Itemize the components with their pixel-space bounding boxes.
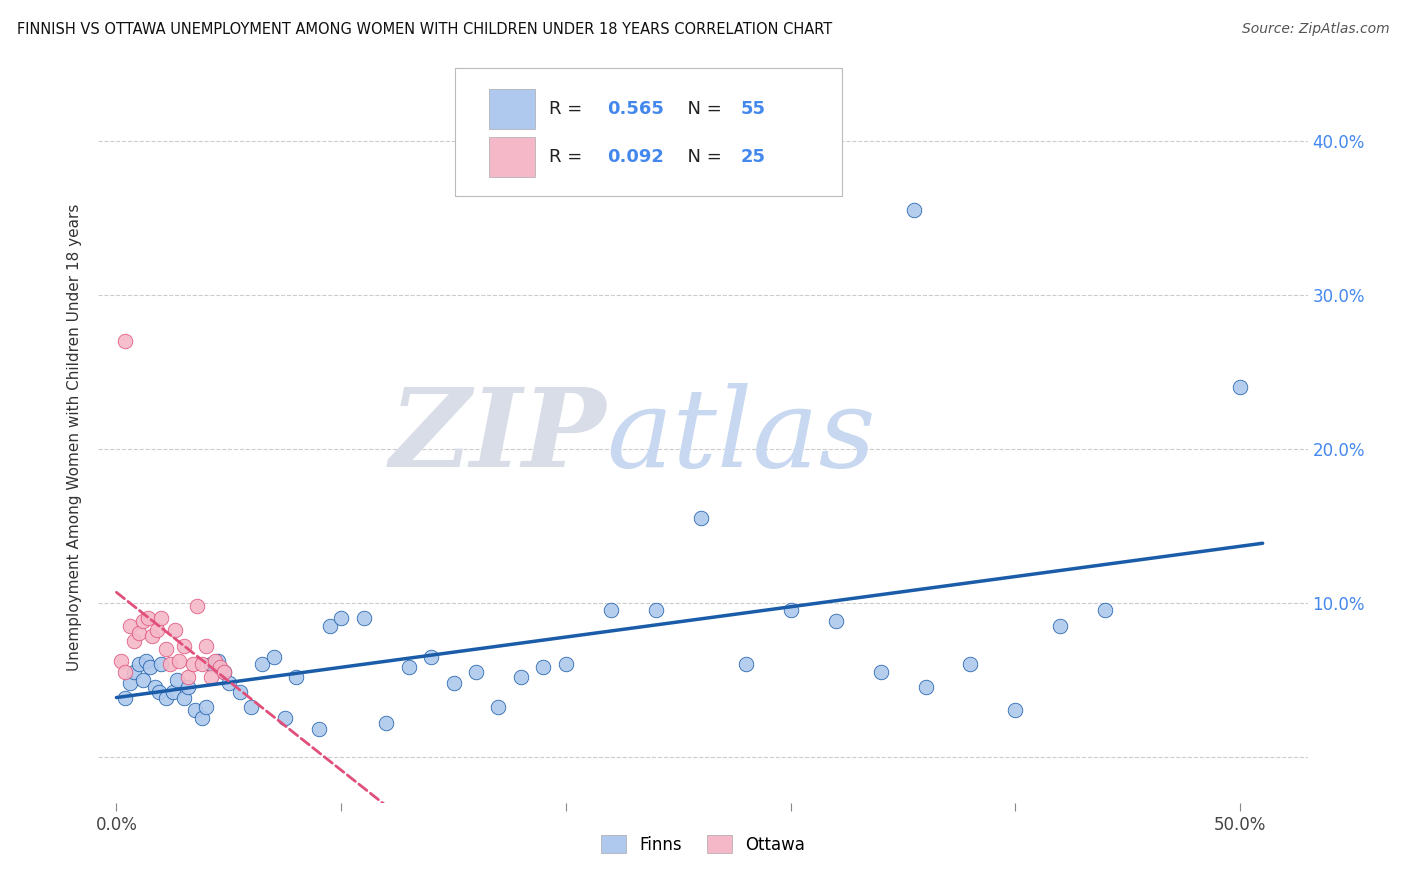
Point — [285, 669, 308, 683]
Point — [218, 675, 240, 690]
Point — [166, 673, 188, 687]
Point — [1094, 603, 1116, 617]
Point — [229, 685, 252, 699]
Point — [443, 675, 465, 690]
Point — [132, 673, 155, 687]
Point — [124, 665, 146, 679]
Bar — [489, 89, 534, 129]
Point — [903, 202, 925, 217]
Y-axis label: Unemployment Among Women with Children Under 18 years: Unemployment Among Women with Children U… — [67, 203, 83, 671]
Text: atlas: atlas — [606, 384, 876, 491]
Legend: Finns, Ottawa: Finns, Ottawa — [595, 829, 811, 860]
Point — [308, 722, 330, 736]
Point — [214, 665, 236, 679]
Point — [173, 639, 195, 653]
Point — [163, 624, 186, 638]
Point — [554, 657, 576, 672]
Text: 25: 25 — [741, 148, 765, 166]
Point — [132, 614, 155, 628]
Point — [1229, 380, 1251, 394]
Point — [195, 639, 218, 653]
Point — [191, 711, 214, 725]
Point — [200, 669, 222, 683]
Point — [200, 657, 222, 672]
Point — [143, 681, 166, 695]
Text: ZIP: ZIP — [389, 384, 606, 491]
Text: N =: N = — [676, 148, 728, 166]
Point — [136, 611, 159, 625]
Text: R =: R = — [550, 100, 589, 118]
Point — [533, 660, 555, 674]
Point — [252, 657, 274, 672]
Point — [110, 654, 132, 668]
Point — [779, 603, 801, 617]
Point — [114, 665, 136, 679]
Point — [118, 675, 141, 690]
Point — [159, 657, 181, 672]
Point — [488, 700, 510, 714]
Text: 55: 55 — [741, 100, 765, 118]
Point — [263, 649, 285, 664]
Point — [139, 660, 162, 674]
FancyBboxPatch shape — [456, 68, 842, 195]
Bar — [489, 136, 534, 177]
Text: FINNISH VS OTTAWA UNEMPLOYMENT AMONG WOMEN WITH CHILDREN UNDER 18 YEARS CORRELAT: FINNISH VS OTTAWA UNEMPLOYMENT AMONG WOM… — [17, 22, 832, 37]
Point — [959, 657, 981, 672]
Point — [644, 603, 666, 617]
Point — [150, 657, 173, 672]
Point — [689, 511, 711, 525]
Point — [191, 657, 214, 672]
Point — [150, 611, 173, 625]
Point — [155, 641, 177, 656]
Point — [181, 657, 204, 672]
Point — [141, 630, 163, 644]
Point — [319, 618, 342, 632]
Point — [214, 665, 236, 679]
Point — [510, 669, 533, 683]
Text: Source: ZipAtlas.com: Source: ZipAtlas.com — [1241, 22, 1389, 37]
Point — [128, 657, 150, 672]
Text: R =: R = — [550, 148, 589, 166]
Point — [330, 611, 353, 625]
Point — [177, 669, 200, 683]
Text: 0.092: 0.092 — [607, 148, 665, 166]
Point — [124, 634, 146, 648]
Point — [869, 665, 891, 679]
Point — [1004, 703, 1026, 717]
Point — [375, 715, 398, 730]
Point — [162, 685, 184, 699]
Point — [118, 618, 141, 632]
Point — [914, 681, 936, 695]
Point — [824, 614, 846, 628]
Point — [420, 649, 443, 664]
Point — [148, 685, 170, 699]
Text: 0.565: 0.565 — [607, 100, 665, 118]
Point — [155, 691, 177, 706]
Point — [274, 711, 297, 725]
Point — [353, 611, 375, 625]
Point — [195, 700, 218, 714]
Point — [208, 660, 231, 674]
Point — [114, 691, 136, 706]
Point — [207, 654, 229, 668]
Point — [186, 599, 208, 613]
Point — [184, 703, 207, 717]
Point — [1049, 618, 1071, 632]
Point — [465, 665, 488, 679]
Point — [128, 626, 150, 640]
Text: N =: N = — [676, 100, 728, 118]
Point — [173, 691, 195, 706]
Point — [204, 654, 226, 668]
Point — [135, 654, 157, 668]
Point — [177, 681, 200, 695]
Point — [114, 334, 136, 348]
Point — [240, 700, 263, 714]
Point — [146, 624, 169, 638]
Point — [734, 657, 756, 672]
Point — [398, 660, 420, 674]
Point — [599, 603, 621, 617]
Point — [169, 654, 191, 668]
